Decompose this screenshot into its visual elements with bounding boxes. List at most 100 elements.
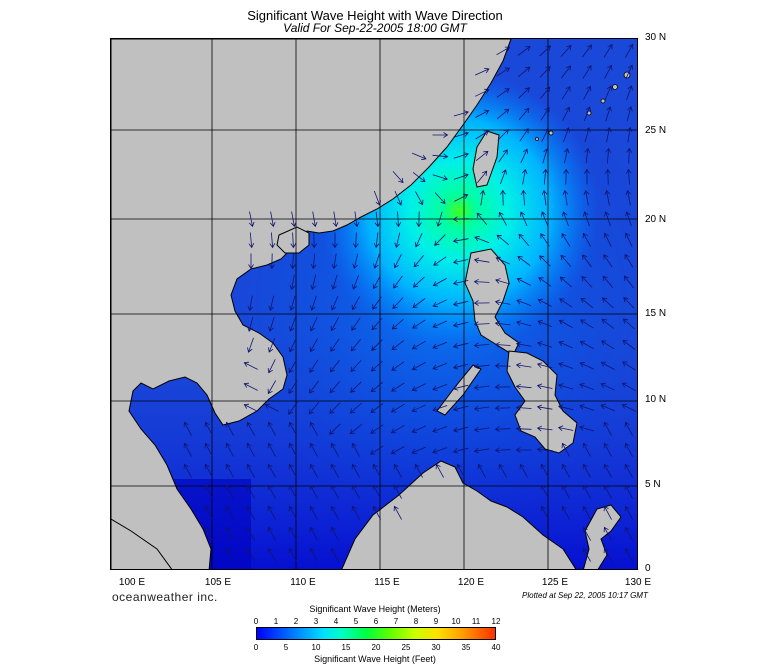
wave-direction-arrow	[474, 236, 490, 244]
wave-direction-arrow	[394, 190, 403, 206]
wave-direction-arrow	[582, 505, 591, 520]
wave-direction-arrow	[225, 463, 234, 478]
map-title: Significant Wave Height with Wave Direct…	[247, 8, 503, 23]
wave-direction-arrow	[349, 423, 363, 435]
wave-direction-arrow	[600, 382, 615, 391]
colorbar-tick-feet: 20	[371, 643, 381, 652]
wave-direction-arrow	[411, 425, 426, 434]
wave-direction-arrow	[473, 300, 490, 306]
wave-direction-arrow	[498, 211, 507, 226]
wave-direction-arrow	[494, 447, 511, 454]
wave-direction-arrow	[436, 211, 443, 227]
wave-direction-arrow	[330, 505, 339, 520]
wave-direction-arrow	[494, 320, 511, 327]
wave-direction-arrow	[332, 232, 338, 249]
colorbar-tick-meters: 11	[471, 617, 481, 626]
wave-direction-arrow	[494, 341, 511, 348]
wave-direction-arrow	[290, 211, 297, 228]
map-subtitle: Valid For Sep-22-2005 18:00 GMT	[283, 21, 467, 35]
wave-direction-arrow	[559, 276, 572, 288]
wave-direction-arrow	[541, 127, 550, 142]
wave-direction-arrow	[432, 174, 448, 181]
wave-direction-arrow	[498, 149, 508, 163]
colorbar-tick-meters: 9	[433, 617, 439, 626]
wave-direction-arrow	[604, 211, 611, 227]
wave-direction-arrow	[582, 463, 591, 478]
lat-label-15n: 15 N	[645, 308, 667, 319]
wave-direction-arrow	[289, 295, 296, 311]
wave-direction-arrow	[584, 168, 590, 185]
wave-direction-arrow	[518, 107, 530, 120]
wave-direction-arrow	[246, 526, 255, 541]
wave-direction-arrow	[415, 191, 424, 206]
wave-direction-arrow	[350, 381, 362, 393]
wave-direction-arrow	[432, 362, 448, 370]
wave-direction-arrow	[625, 189, 632, 206]
wave-direction-arrow	[310, 253, 317, 270]
wave-direction-arrow	[604, 189, 611, 206]
wave-direction-arrow	[225, 484, 234, 499]
wave-direction-arrow	[582, 65, 592, 79]
wave-direction-arrow	[473, 363, 490, 370]
colorbar-tick-meters: 5	[353, 617, 359, 626]
wave-direction-arrow	[373, 232, 380, 249]
wave-direction-arrow	[536, 425, 553, 432]
wave-direction-arrow	[309, 338, 318, 353]
wave-direction-arrow	[475, 130, 490, 140]
wave-direction-arrow	[412, 298, 426, 308]
wave-direction-arrow	[600, 361, 615, 370]
wave-direction-arrow	[474, 67, 490, 76]
wave-direction-arrow	[473, 426, 490, 433]
wave-direction-arrow	[311, 232, 317, 249]
wave-direction-arrow	[352, 232, 359, 249]
wave-direction-arrow	[352, 274, 360, 290]
wave-direction-arrow	[225, 421, 234, 436]
wave-direction-arrow	[225, 526, 234, 541]
wave-direction-arrow	[622, 361, 636, 371]
wave-direction-arrow	[393, 463, 402, 478]
wave-direction-arrow	[520, 189, 527, 206]
wave-direction-arrow	[603, 421, 612, 436]
wave-direction-arrow	[477, 463, 486, 478]
wave-direction-arrow	[183, 463, 192, 478]
colorbar-tick-feet: 10	[311, 643, 321, 652]
wave-direction-arrow	[264, 403, 279, 412]
wave-direction-arrow	[557, 404, 574, 411]
wave-direction-arrow	[452, 342, 469, 349]
wave-direction-arrow	[452, 447, 469, 454]
wave-direction-arrow	[432, 426, 448, 433]
wave-direction-arrow	[537, 320, 553, 328]
wave-direction-arrow	[349, 402, 362, 414]
wave-direction-arrow	[579, 340, 594, 349]
colorbar-tick-feet: 35	[461, 643, 471, 652]
wave-direction-arrow	[498, 463, 507, 478]
colorbar-tick-feet: 30	[431, 643, 441, 652]
wave-direction-arrow	[288, 442, 297, 457]
wave-direction-arrow	[309, 505, 318, 520]
wave-direction-arrow	[515, 404, 532, 411]
wave-direction-arrow	[495, 256, 510, 265]
wave-direction-arrow	[288, 380, 298, 394]
colorbar-tick-meters: 2	[293, 617, 299, 626]
colorbar-title-meters: Significant Wave Height (Meters)	[309, 604, 441, 614]
wave-direction-arrow	[452, 280, 469, 286]
wave-direction-arrow	[603, 442, 612, 457]
colorbar-tick-feet: 25	[401, 643, 411, 652]
wave-direction-arrow	[452, 321, 469, 328]
wave-direction-arrow	[624, 526, 633, 541]
wave-direction-arrow	[309, 442, 318, 457]
lon-label-130e: 130 E	[624, 577, 652, 588]
wave-direction-arrow	[267, 463, 276, 478]
wave-direction-arrow	[538, 277, 552, 287]
wave-direction-arrow	[393, 275, 403, 289]
wave-direction-arrow	[288, 359, 298, 374]
wave-direction-arrow	[269, 232, 276, 249]
wave-direction-arrow	[624, 442, 633, 457]
wave-direction-arrow	[519, 128, 529, 142]
wave-direction-arrow	[582, 254, 592, 268]
wave-direction-arrow	[473, 257, 490, 264]
wave-direction-arrow	[330, 547, 339, 562]
wave-direction-arrow	[225, 505, 234, 520]
wave-direction-arrow	[393, 505, 402, 520]
lon-label-115e: 115 E	[374, 577, 400, 588]
